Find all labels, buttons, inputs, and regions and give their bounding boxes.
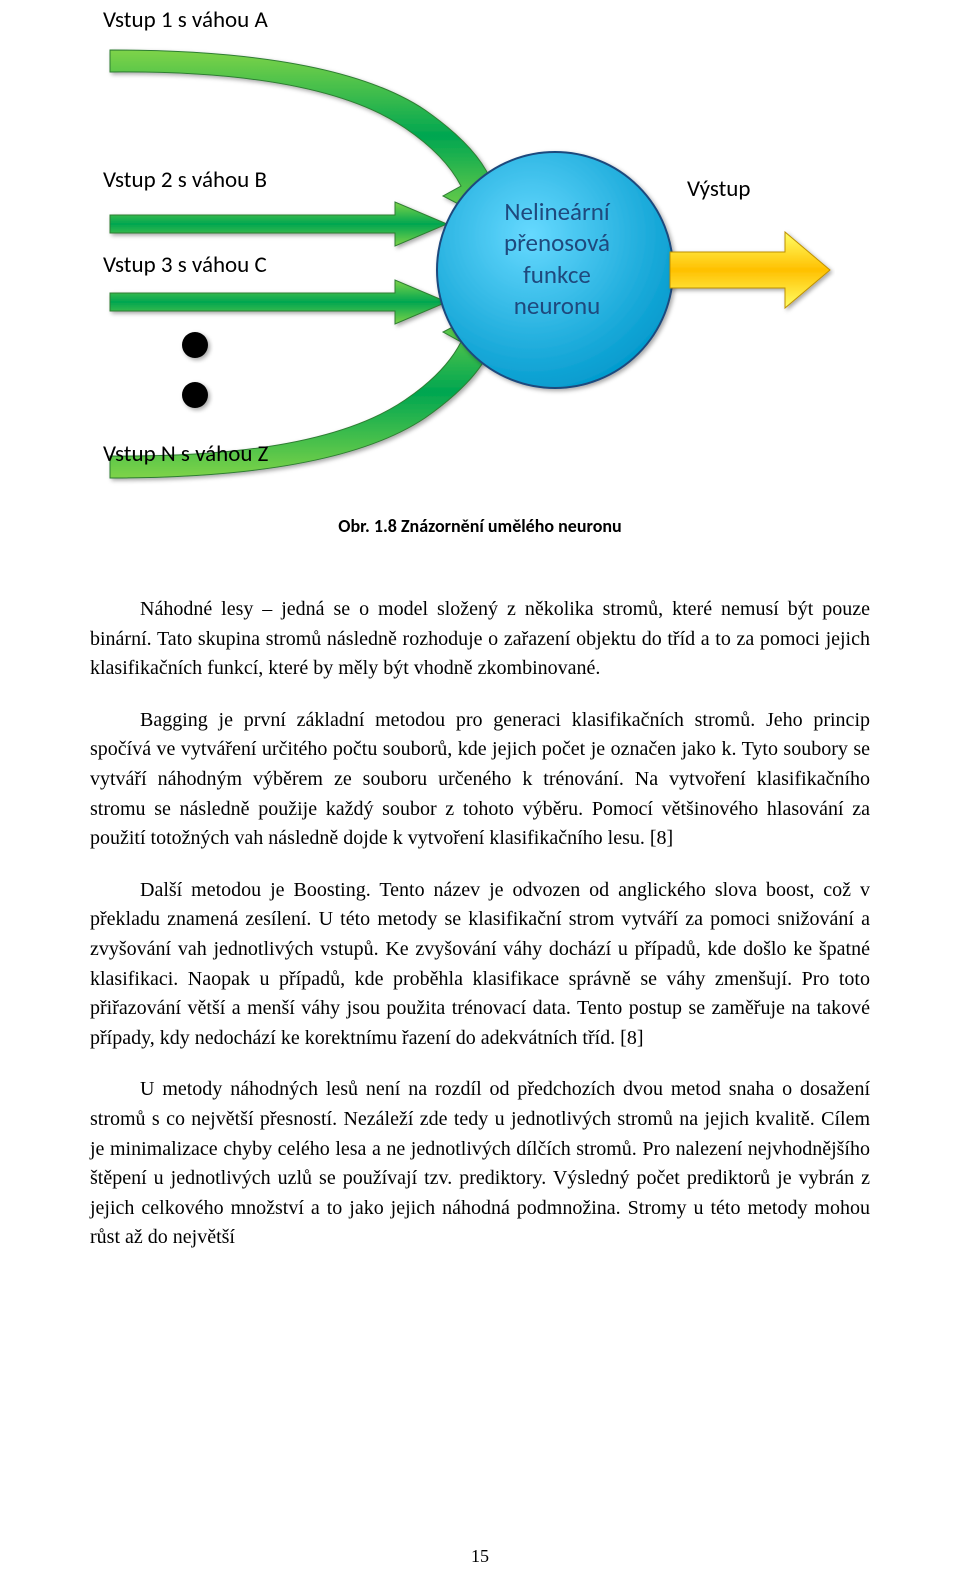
neuron-line-3: funkce [523,259,591,290]
paragraph-1: Náhodné lesy – jedná se o model složený … [90,595,870,684]
input-arrow-1 [110,50,505,222]
paragraph-1-text: Náhodné lesy – jedná se o model složený … [90,598,870,679]
body-text: Náhodné lesy – jedná se o model složený … [90,595,870,1275]
paragraph-3-text: Další metodou je Boosting. Tento název j… [90,879,870,1049]
figure-caption: Obr. 1.8 Znázornění umělého neuronu [0,515,960,537]
paragraph-4: U metody náhodných lesů není na rozdíl o… [90,1075,870,1253]
paragraph-2: Bagging je první základní metodou pro ge… [90,706,870,854]
neuron-svg [95,0,835,490]
neuron-line-2: přenosová [504,227,610,258]
input-3-label: Vstup 3 s váhou C [103,251,267,279]
paragraph-2-text: Bagging je první základní metodou pro ge… [90,709,870,849]
paragraph-4-text: U metody náhodných lesů není na rozdíl o… [90,1078,870,1248]
page-number: 15 [0,1546,960,1567]
neuron-diagram: Vstup 1 s váhou A Vstup 2 s váhou B Vstu… [95,0,835,490]
output-arrow [670,232,830,308]
neuron-text: Nelineární přenosová funkce neuronu [497,196,617,321]
ellipsis-dot [182,332,208,358]
input-arrow-2 [110,202,447,246]
ellipsis-dot [182,382,208,408]
output-label: Výstup [687,175,750,203]
input-n-label: Vstup N s váhou Z [103,440,268,468]
input-arrow-3 [110,280,447,324]
neuron-line-4: neuronu [514,290,600,321]
neuron-line-1: Nelineární [504,196,609,227]
input-1-label: Vstup 1 s váhou A [103,6,268,34]
input-2-label: Vstup 2 s váhou B [103,166,267,194]
paragraph-3: Další metodou je Boosting. Tento název j… [90,876,870,1054]
